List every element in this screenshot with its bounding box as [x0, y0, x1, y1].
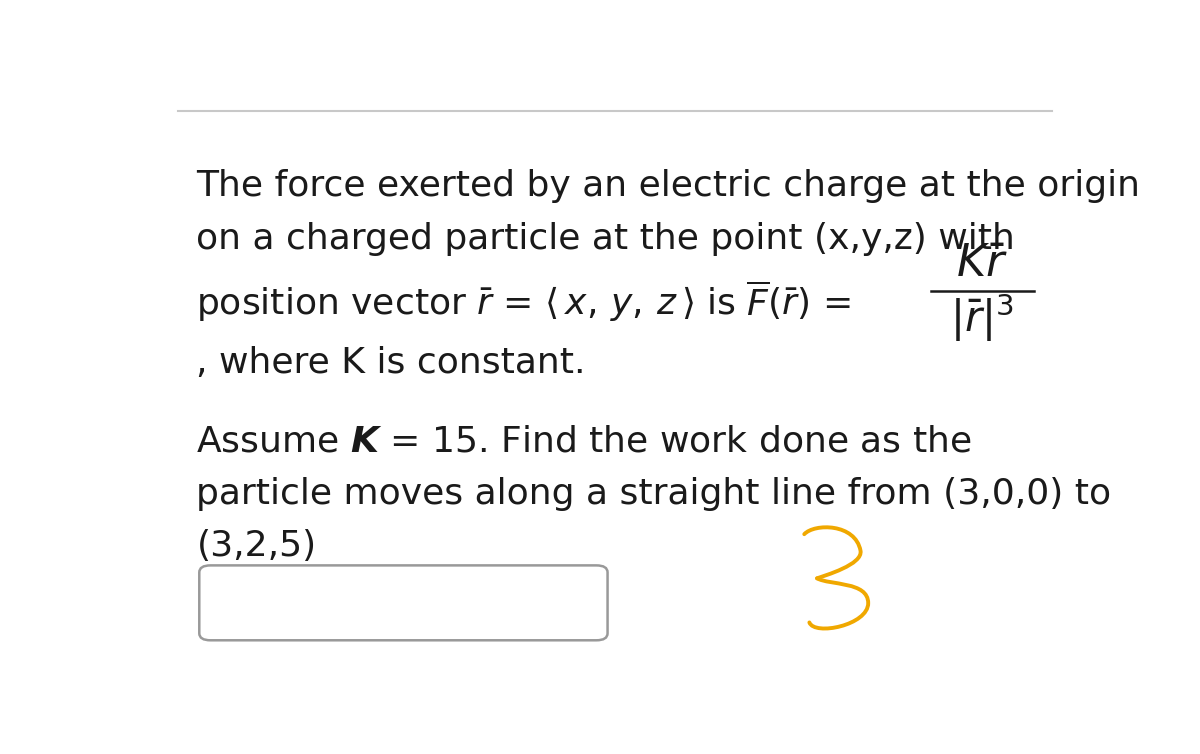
- Text: on a charged particle at the point (x,y,z) with: on a charged particle at the point (x,y,…: [197, 222, 1015, 256]
- Text: Assume $\boldsymbol{K}$ = 15. Find the work done as the: Assume $\boldsymbol{K}$ = 15. Find the w…: [197, 425, 972, 458]
- Text: particle moves along a straight line from (3,0,0) to: particle moves along a straight line fro…: [197, 477, 1111, 511]
- Text: The force exerted by an electric charge at the origin: The force exerted by an electric charge …: [197, 170, 1140, 204]
- Text: $|\bar{r}|^3$: $|\bar{r}|^3$: [950, 292, 1014, 345]
- FancyBboxPatch shape: [199, 566, 607, 640]
- Text: (3,2,5): (3,2,5): [197, 529, 317, 563]
- Text: $K\bar{r}$: $K\bar{r}$: [956, 243, 1008, 287]
- Text: position vector $\bar{r}$ = $\langle\,x,\,y,\,z\,\rangle$ is $\overline{F}(\bar{: position vector $\bar{r}$ = $\langle\,x,…: [197, 277, 851, 323]
- Text: , where K is constant.: , where K is constant.: [197, 346, 586, 380]
